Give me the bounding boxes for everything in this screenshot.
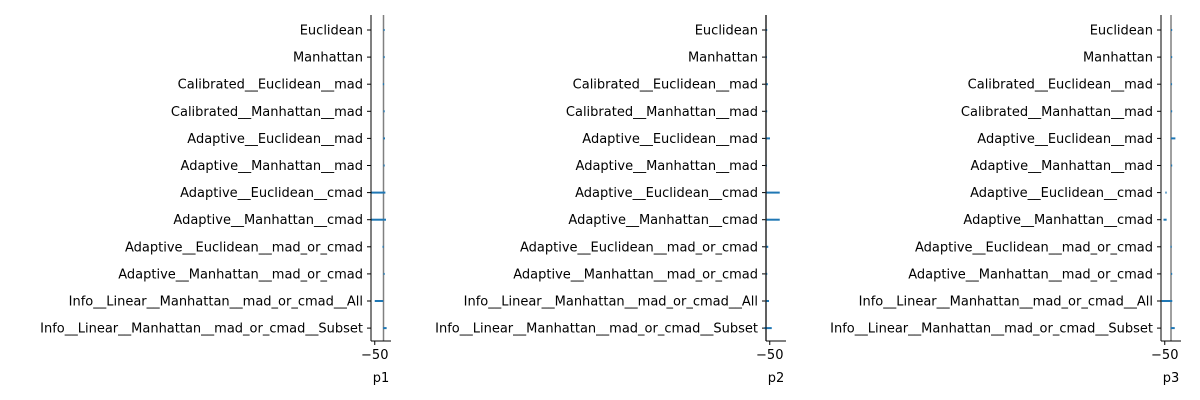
category-label: Adaptive__Euclidean__mad (977, 132, 1153, 147)
category-label: Adaptive__Manhattan__mad_or_cmad (908, 267, 1153, 282)
x-axis-label: p1 (373, 371, 390, 386)
x-tick-label: −50 (1151, 348, 1178, 363)
category-label: Adaptive__Euclidean__mad_or_cmad (520, 240, 758, 255)
category-label: Adaptive__Euclidean__mad (582, 132, 758, 147)
x-axis-label: p2 (768, 371, 785, 386)
category-label: Adaptive__Euclidean__cmad (970, 186, 1153, 201)
category-label: Euclidean (1090, 24, 1153, 39)
category-label: Adaptive__Euclidean__mad_or_cmad (915, 240, 1153, 255)
category-label: Calibrated__Euclidean__mad (178, 78, 363, 93)
category-label: Adaptive__Manhattan__mad (971, 159, 1153, 174)
category-label: Info__Linear__Manhattan__mad_or_cmad__Su… (435, 322, 758, 337)
category-label: Manhattan (688, 51, 758, 66)
category-label: Euclidean (300, 24, 363, 39)
category-label: Info__Linear__Manhattan__mad_or_cmad__Al… (464, 295, 758, 310)
category-label: Adaptive__Manhattan__mad (181, 159, 363, 174)
category-label: Adaptive__Manhattan__cmad (568, 213, 758, 228)
category-label: Adaptive__Euclidean__mad (187, 132, 363, 147)
category-label: Info__Linear__Manhattan__mad_or_cmad__Al… (859, 295, 1153, 310)
category-label: Adaptive__Euclidean__cmad (180, 186, 363, 201)
category-label: Info__Linear__Manhattan__mad_or_cmad__Al… (69, 295, 363, 310)
category-label: Adaptive__Manhattan__cmad (173, 213, 363, 228)
category-label: Adaptive__Manhattan__cmad (963, 213, 1153, 228)
category-label: Euclidean (695, 24, 758, 39)
x-tick-label: −50 (756, 348, 783, 363)
category-label: Manhattan (1083, 51, 1153, 66)
category-label: Manhattan (293, 51, 363, 66)
category-label: Info__Linear__Manhattan__mad_or_cmad__Su… (830, 322, 1153, 337)
category-label: Adaptive__Euclidean__mad_or_cmad (125, 240, 363, 255)
category-label: Adaptive__Manhattan__mad_or_cmad (513, 267, 758, 282)
category-label: Calibrated__Manhattan__mad (566, 105, 758, 120)
category-label: Adaptive__Euclidean__cmad (575, 186, 758, 201)
x-tick-label: −50 (361, 348, 388, 363)
category-label: Info__Linear__Manhattan__mad_or_cmad__Su… (40, 322, 363, 337)
x-axis-label: p3 (1163, 371, 1180, 386)
category-label: Adaptive__Manhattan__mad (576, 159, 758, 174)
category-label: Calibrated__Manhattan__mad (171, 105, 363, 120)
category-label: Calibrated__Euclidean__mad (573, 78, 758, 93)
category-label: Calibrated__Manhattan__mad (961, 105, 1153, 120)
category-label: Adaptive__Manhattan__mad_or_cmad (118, 267, 363, 282)
category-label: Calibrated__Euclidean__mad (968, 78, 1153, 93)
